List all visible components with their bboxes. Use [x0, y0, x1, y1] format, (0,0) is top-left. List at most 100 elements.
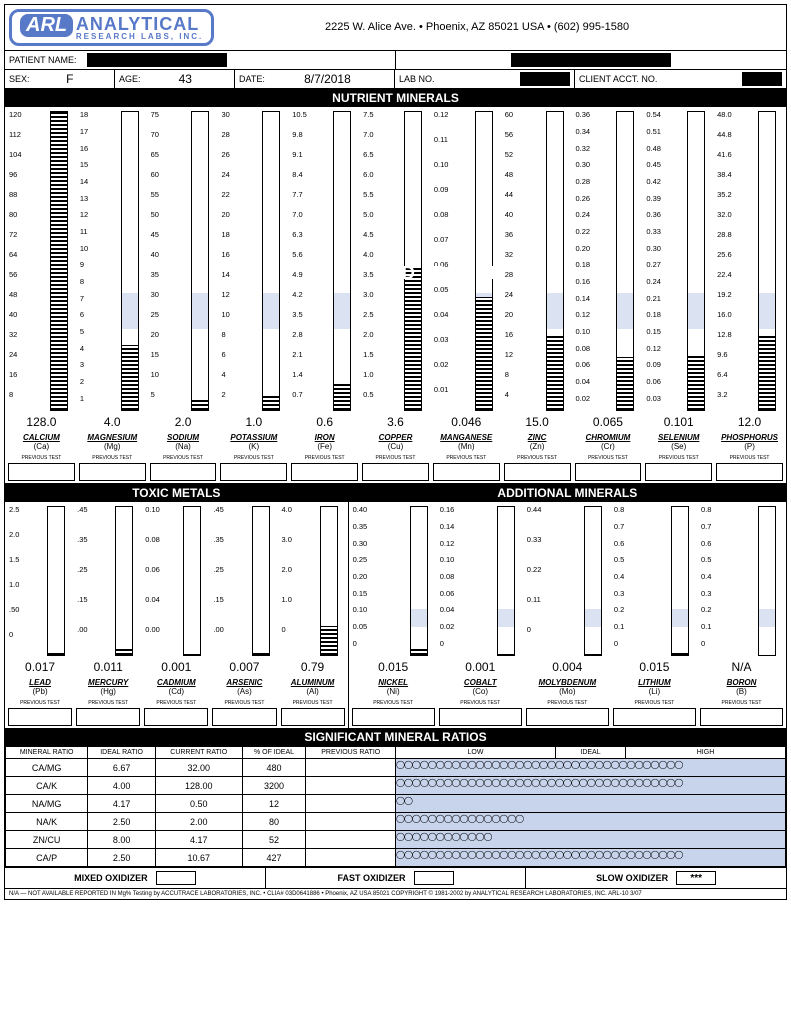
- prev-test-box: PREVIOUS TEST: [612, 700, 697, 728]
- bar-column: 4.03.02.01.00: [280, 506, 346, 656]
- prev-test-box: PREVIOUS TEST: [361, 455, 430, 483]
- prev-test-box: PREVIOUS TEST: [7, 455, 76, 483]
- slow-box: ***: [676, 871, 716, 885]
- ratio-header-cell: HIGH: [626, 747, 786, 759]
- result-value: 0.6: [290, 415, 359, 429]
- toxic-section: TOXIC METALS 2.52.01.51.0.500 .45.35.25.…: [5, 484, 349, 728]
- bar-column: 12011210496888072645648403224168: [7, 111, 76, 411]
- ratio-row: CA/K 4.00 128.00 3200 ◯◯◯◯◯◯◯◯◯◯◯◯◯◯◯◯◯◯…: [6, 777, 786, 795]
- element-name: SELENIUM(Se): [644, 433, 713, 451]
- result-value: 2.0: [149, 415, 218, 429]
- prev-test-box: PREVIOUS TEST: [149, 455, 218, 483]
- bar-column: 75706560555045403530252015105: [149, 111, 218, 411]
- bar-column: 7.57.06.56.05.55.04.54.03.53.02.52.01.51…: [361, 111, 430, 411]
- result-value: 0.017: [7, 660, 73, 674]
- bar-column: 2.52.01.51.0.500: [7, 506, 73, 656]
- acct-cell: CLIENT ACCT. NO.: [575, 70, 786, 88]
- logo-text: ANALYTICAL RESEARCH LABS, INC.: [76, 15, 203, 41]
- element-name: COBALT(Co): [438, 678, 523, 696]
- element-name: CADMIUM(Cd): [143, 678, 209, 696]
- result-value: 0.015: [351, 660, 436, 674]
- bar-column: .45.35.25.15.00: [75, 506, 141, 656]
- ratio-row: CA/MG 6.67 32.00 480 ◯◯◯◯◯◯◯◯◯◯◯◯◯◯◯◯◯◯◯…: [6, 759, 786, 777]
- element-name: LITHIUM(Li): [612, 678, 697, 696]
- prev-test-box: PREVIOUS TEST: [280, 700, 346, 728]
- footer: N/A — NOT AVAILABLE REPORTED IN Mg% Test…: [5, 888, 786, 899]
- element-name: ZINC(Zn): [503, 433, 572, 451]
- element-name: SODIUM(Na): [149, 433, 218, 451]
- bar-column: 0.80.70.60.50.40.30.20.10: [699, 506, 784, 656]
- result-value: 15.0: [503, 415, 572, 429]
- nutrient-bars: I D E A L 120112104968880726456484032241…: [5, 107, 786, 483]
- element-name: CALCIUM(Ca): [7, 433, 76, 451]
- prev-test-box: PREVIOUS TEST: [432, 455, 501, 483]
- age-cell: AGE: 43: [115, 70, 235, 88]
- result-value: 128.0: [7, 415, 76, 429]
- result-value: 0.065: [574, 415, 643, 429]
- nutrient-header: NUTRIENT MINERALS: [5, 89, 786, 107]
- redacted: [520, 72, 570, 86]
- bar-column: 30282624222018161412108642: [219, 111, 288, 411]
- result-value: 0.001: [438, 660, 523, 674]
- ratio-header-cell: PREVIOUS RATIO: [306, 747, 396, 759]
- bar-column: 0.400.350.300.250.200.150.100.050: [351, 506, 436, 656]
- prev-test-box: PREVIOUS TEST: [75, 700, 141, 728]
- toxic-bars-wrap: 2.52.01.51.0.500 .45.35.25.15.00 0.100.0…: [5, 502, 348, 728]
- ratio-row: NA/MG 4.17 0.50 12 ◯◯: [6, 795, 786, 813]
- element-name: MANGANESE(Mn): [432, 433, 501, 451]
- element-name: NICKEL(Ni): [351, 678, 436, 696]
- patient-name-cell: PATIENT NAME:: [5, 51, 396, 69]
- bar-column: 0.120.110.100.090.080.070.060.050.040.03…: [432, 111, 501, 411]
- bar-column: 0.100.080.060.040.00: [143, 506, 209, 656]
- element-name: CHROMIUM(Cr): [574, 433, 643, 451]
- ratio-header-cell: MINERAL RATIO: [6, 747, 88, 759]
- prev-test-box: PREVIOUS TEST: [438, 700, 523, 728]
- redacted: [511, 53, 671, 67]
- fast-oxidizer: FAST OXIDIZER: [266, 868, 527, 888]
- result-value: 0.007: [211, 660, 277, 674]
- prev-test-box: PREVIOUS TEST: [699, 700, 784, 728]
- result-value: 12.0: [715, 415, 784, 429]
- result-value: 0.101: [644, 415, 713, 429]
- element-name: PHOSPHORUS(P): [715, 433, 784, 451]
- labno-cell: LAB NO.: [395, 70, 575, 88]
- element-name: MOLYBDENUM(Mo): [525, 678, 610, 696]
- patient-row: PATIENT NAME:: [5, 51, 786, 70]
- logo: ARL ANALYTICAL RESEARCH LABS, INC.: [9, 9, 214, 46]
- element-name: MAGNESIUM(Mg): [78, 433, 147, 451]
- bar-column: 48.044.841.638.435.232.028.825.622.419.2…: [715, 111, 784, 411]
- element-name: MERCURY(Hg): [75, 678, 141, 696]
- result-value: 3.6: [361, 415, 430, 429]
- ratio-header-cell: % OF IDEAL: [242, 747, 306, 759]
- result-value: N/A: [699, 660, 784, 674]
- ratio-header-cell: IDEAL RATIO: [88, 747, 156, 759]
- slow-oxidizer: SLOW OXIDIZER ***: [526, 868, 786, 888]
- header: ARL ANALYTICAL RESEARCH LABS, INC. 2225 …: [5, 5, 786, 51]
- element-name: COPPER(Cu): [361, 433, 430, 451]
- result-value: 0.015: [612, 660, 697, 674]
- prev-test-box: PREVIOUS TEST: [211, 700, 277, 728]
- bar-column: 0.160.140.120.100.080.060.040.020: [438, 506, 523, 656]
- addl-header: ADDITIONAL MINERALS: [349, 484, 786, 502]
- element-name: ALUMINUM(Al): [280, 678, 346, 696]
- info-row: SEX: F AGE: 43 DATE: 8/7/2018 LAB NO. CL…: [5, 70, 786, 89]
- fast-box: [414, 871, 454, 885]
- prev-test-box: PREVIOUS TEST: [219, 455, 288, 483]
- element-name: LEAD(Pb): [7, 678, 73, 696]
- bar-column: 6056524844403632282420161284: [503, 111, 572, 411]
- logo-cell: ARL ANALYTICAL RESEARCH LABS, INC.: [5, 5, 325, 50]
- bar-column: .45.35.25.15.00: [211, 506, 277, 656]
- ratio-header-cell: IDEAL: [556, 747, 626, 759]
- bar-column: 0.360.340.320.300.280.260.240.220.200.18…: [574, 111, 643, 411]
- result-value: 0.046: [432, 415, 501, 429]
- ratio-row: CA/P 2.50 10.67 427 ◯◯◯◯◯◯◯◯◯◯◯◯◯◯◯◯◯◯◯◯…: [6, 849, 786, 867]
- address: 2225 W. Alice Ave. • Phoenix, AZ 85021 U…: [325, 5, 786, 50]
- addl-section: ADDITIONAL MINERALS 0.400.350.300.250.20…: [349, 484, 786, 728]
- prev-test-box: PREVIOUS TEST: [78, 455, 147, 483]
- result-value: 0.011: [75, 660, 141, 674]
- prev-test-box: PREVIOUS TEST: [525, 700, 610, 728]
- prev-test-box: PREVIOUS TEST: [143, 700, 209, 728]
- result-value: 0.001: [143, 660, 209, 674]
- result-value: 0.004: [525, 660, 610, 674]
- element-name: BORON(B): [699, 678, 784, 696]
